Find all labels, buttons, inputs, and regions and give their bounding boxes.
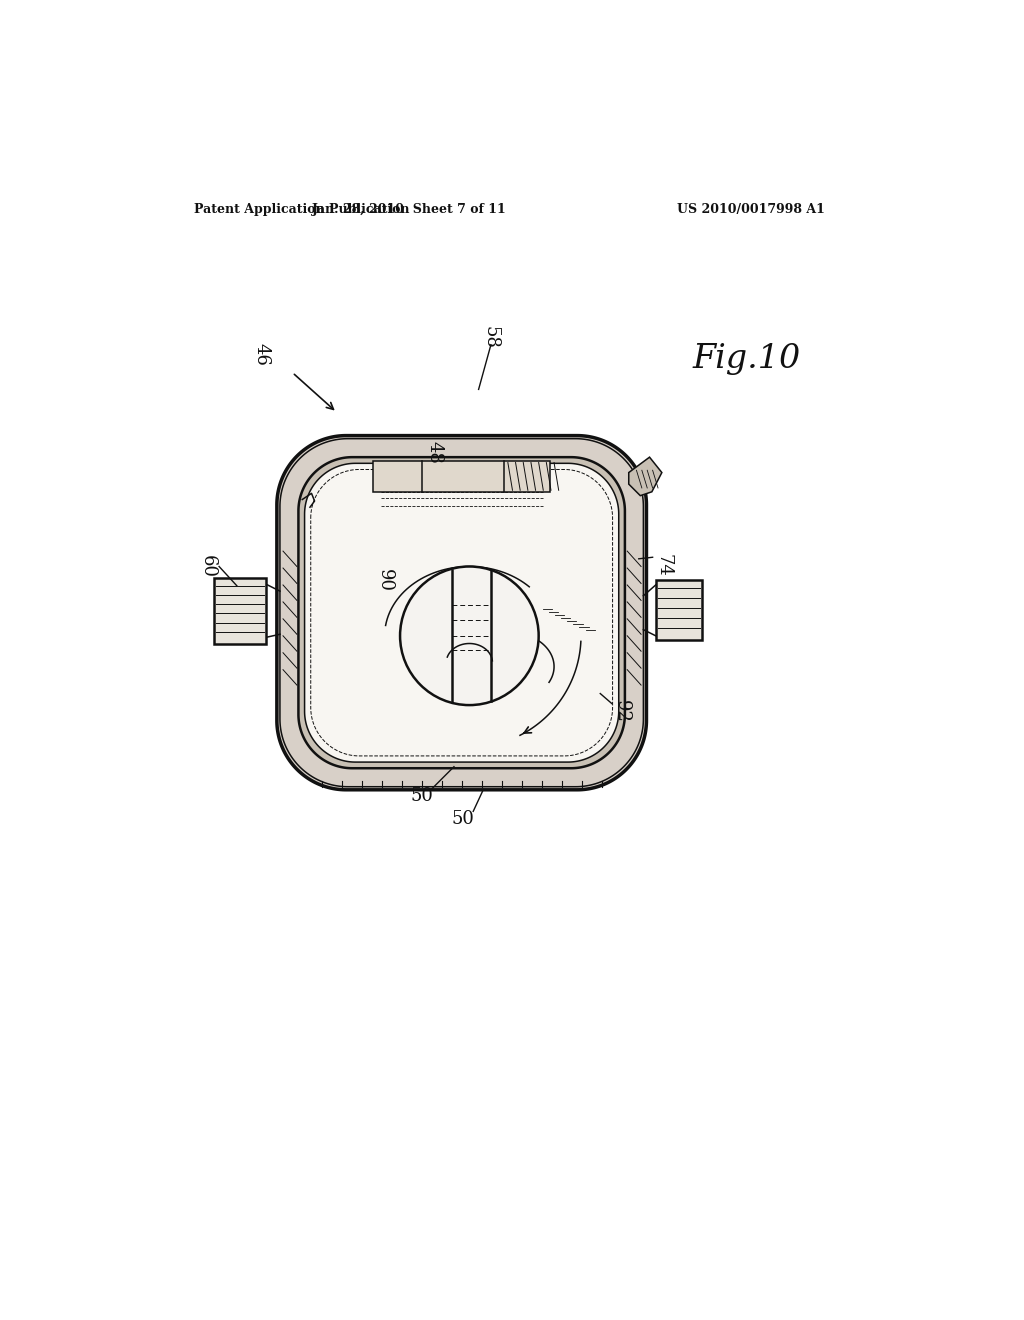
Text: 92: 92 [612, 700, 631, 722]
Circle shape [400, 566, 539, 705]
Text: Fig.10: Fig.10 [692, 343, 801, 375]
Text: Patent Application Publication: Patent Application Publication [194, 203, 410, 216]
Text: 90: 90 [376, 569, 393, 591]
Text: 50: 50 [452, 810, 475, 828]
Text: 48: 48 [426, 441, 443, 463]
Text: 50: 50 [411, 787, 433, 805]
Bar [655, 581, 701, 640]
Polygon shape [629, 457, 662, 496]
Text: 74: 74 [654, 553, 673, 577]
Text: US 2010/0017998 A1: US 2010/0017998 A1 [677, 203, 825, 216]
Text: 46: 46 [253, 343, 270, 366]
Bar [214, 578, 266, 644]
Polygon shape [298, 457, 625, 768]
Text: Jan. 28, 2010  Sheet 7 of 11: Jan. 28, 2010 Sheet 7 of 11 [312, 203, 507, 216]
Text: 58: 58 [482, 326, 500, 348]
Text: 60: 60 [199, 554, 216, 578]
Polygon shape [276, 436, 646, 789]
Polygon shape [304, 463, 618, 762]
Polygon shape [373, 461, 550, 492]
